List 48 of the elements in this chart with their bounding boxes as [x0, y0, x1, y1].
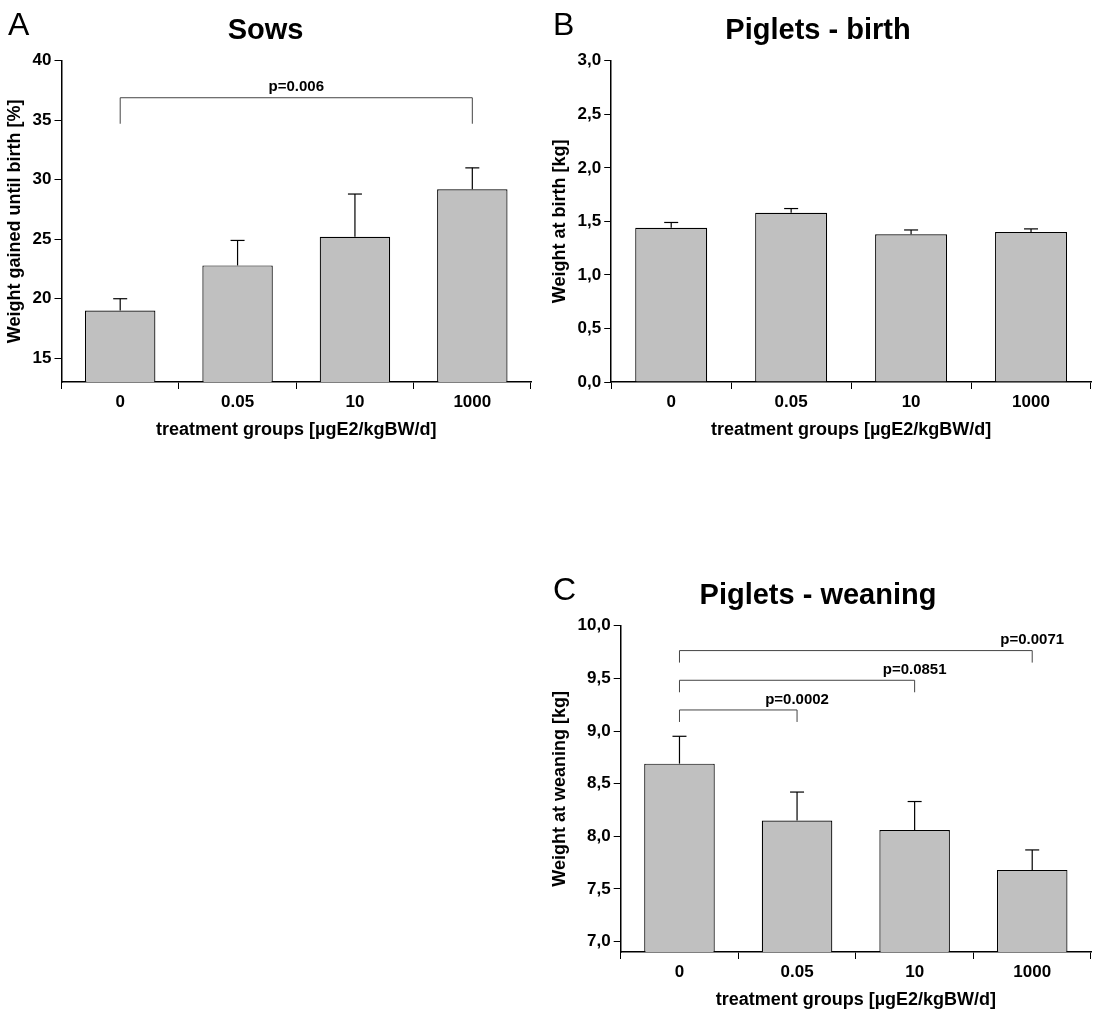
x-tick-label: 1000: [453, 391, 492, 411]
annotation: p=0.0071: [1000, 630, 1065, 648]
x-tick-label: 0: [674, 961, 685, 981]
y-tick-label: 2,0: [577, 157, 602, 177]
x-tick-label: 10: [905, 961, 925, 981]
x-tick-label: 0.05: [221, 391, 255, 411]
x-tick-label: 10: [901, 391, 921, 411]
text: C: [553, 570, 577, 607]
chart-title: Sows: [227, 13, 304, 46]
y-axis-title: Weight at weaning [kg]: [548, 691, 569, 887]
x-tick-label: 1000: [1012, 391, 1050, 411]
y-tick-label: 30: [32, 169, 52, 189]
y-tick-label: 40: [32, 50, 52, 70]
annotation: p=0.0851: [882, 659, 947, 677]
text: B: [553, 5, 575, 42]
x-axis-title: treatment groups [µgE2/kgBW/d]: [710, 419, 992, 440]
x-axis-title: treatment groups [µgE2/kgBW/d]: [156, 419, 437, 440]
y-tick-label: 0,5: [577, 318, 602, 338]
chart-title: Piglets - birth: [725, 13, 911, 46]
y-tick-label: 20: [32, 288, 52, 308]
chart-title: Piglets - weaning: [699, 578, 937, 611]
y-tick-label: 0,0: [577, 371, 602, 391]
y-tick-label: 7,5: [587, 878, 611, 898]
x-tick-label: 0: [115, 391, 125, 411]
y-tick-label: 25: [32, 228, 52, 248]
x-tick-label: 0: [666, 391, 676, 411]
y-tick-label: 10,0: [577, 615, 611, 635]
y-tick-label: 35: [32, 109, 52, 129]
y-tick-label: 15: [32, 347, 52, 367]
y-tick-label: 7,0: [587, 931, 611, 951]
y-tick-label: 8,0: [587, 825, 611, 845]
x-tick-label: 10: [345, 391, 365, 411]
text: A: [8, 5, 30, 42]
x-tick-label: 0.05: [780, 961, 814, 981]
y-tick-label: 8,5: [587, 773, 611, 793]
y-tick-label: 1,0: [577, 264, 602, 284]
y-tick-label: 2,5: [577, 104, 602, 124]
x-axis-title: treatment groups [µgE2/kgBW/d]: [715, 989, 997, 1010]
y-tick-label: 3,0: [577, 50, 602, 70]
y-tick-label: 9,5: [587, 668, 611, 688]
y-axis-title: Weight gained until birth [%]: [3, 99, 24, 344]
x-tick-label: 0.05: [774, 391, 808, 411]
annotation: p=0.006: [268, 77, 324, 95]
y-tick-label: 1,5: [577, 211, 602, 231]
y-tick-label: 9,0: [587, 720, 611, 740]
y-axis-title: Weight at birth [kg]: [548, 139, 569, 304]
x-tick-label: 1000: [1013, 961, 1052, 981]
annotation: p=0.0002: [765, 689, 829, 707]
